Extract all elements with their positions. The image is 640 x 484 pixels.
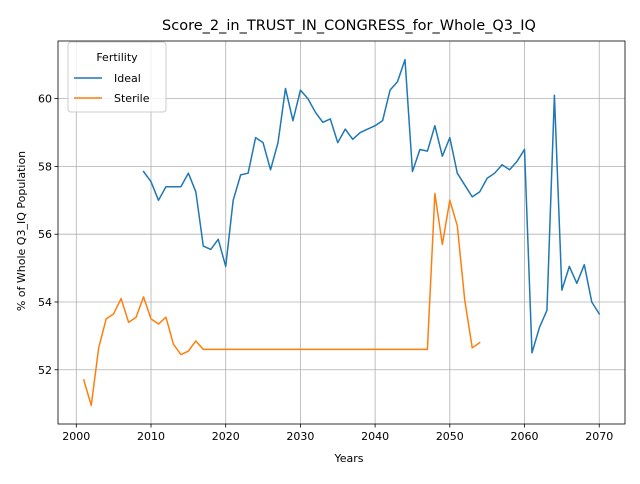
y-tick-label: 54 — [38, 296, 52, 309]
x-tick-label: 2030 — [286, 430, 314, 443]
legend-label-sterile: Sterile — [114, 92, 150, 105]
chart-title: Score_2_in_TRUST_IN_CONGRESS_for_Whole_Q… — [162, 18, 536, 34]
x-tick-label: 2060 — [511, 430, 539, 443]
y-axis-label: % of Whole Q3_IQ Population — [15, 151, 28, 311]
legend: Fertility Ideal Sterile — [68, 42, 166, 112]
legend-title: Fertility — [96, 51, 138, 64]
x-tick-label: 2070 — [585, 430, 613, 443]
x-axis-label: Years — [333, 452, 363, 465]
y-tick-label: 52 — [38, 364, 52, 377]
y-tick-label: 60 — [38, 93, 52, 106]
x-tick-label: 2040 — [361, 430, 389, 443]
x-tick-label: 2050 — [436, 430, 464, 443]
y-tick-label: 56 — [38, 228, 52, 241]
x-tick-label: 2020 — [212, 430, 240, 443]
legend-label-ideal: Ideal — [114, 72, 141, 85]
x-tick-label: 2010 — [137, 430, 165, 443]
x-tick-label: 2000 — [62, 430, 90, 443]
y-tick-label: 58 — [38, 160, 52, 173]
